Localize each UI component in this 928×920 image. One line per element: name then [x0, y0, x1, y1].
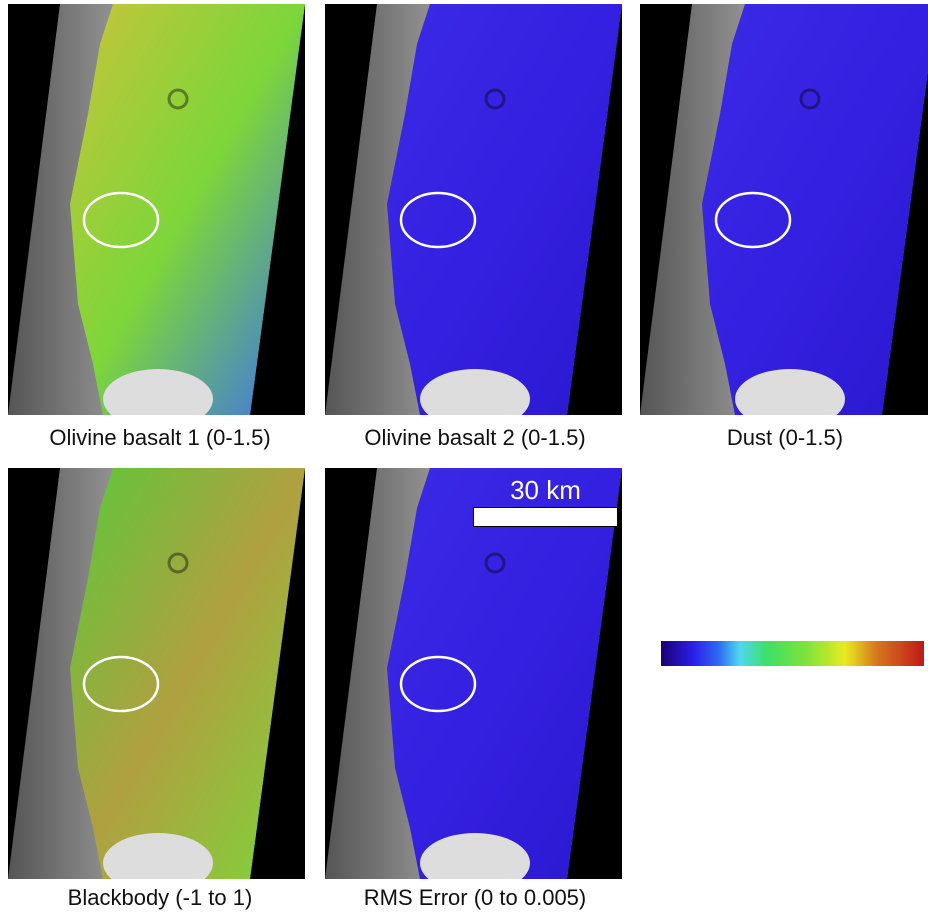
map-panel: [325, 4, 622, 415]
map-panel: [8, 468, 305, 879]
panel-caption: Olivine basalt 2 (0-1.5): [315, 425, 635, 451]
scale-bar: 30 km: [473, 473, 618, 527]
panel-caption: Olivine basalt 1 (0-1.5): [0, 425, 320, 451]
colorbar: [661, 641, 924, 666]
panel-caption: Dust (0-1.5): [625, 425, 928, 451]
scale-label: 30 km: [473, 473, 618, 507]
map-panel: [8, 4, 305, 415]
panel-caption: Blackbody (-1 to 1): [0, 885, 320, 911]
scale-rect: [473, 507, 618, 527]
map-panel: [325, 468, 622, 879]
panel-caption: RMS Error (0 to 0.005): [315, 885, 635, 911]
figure: Olivine basalt 1 (0-1.5) Olivine basalt …: [0, 0, 928, 920]
map-panel: [640, 4, 928, 415]
